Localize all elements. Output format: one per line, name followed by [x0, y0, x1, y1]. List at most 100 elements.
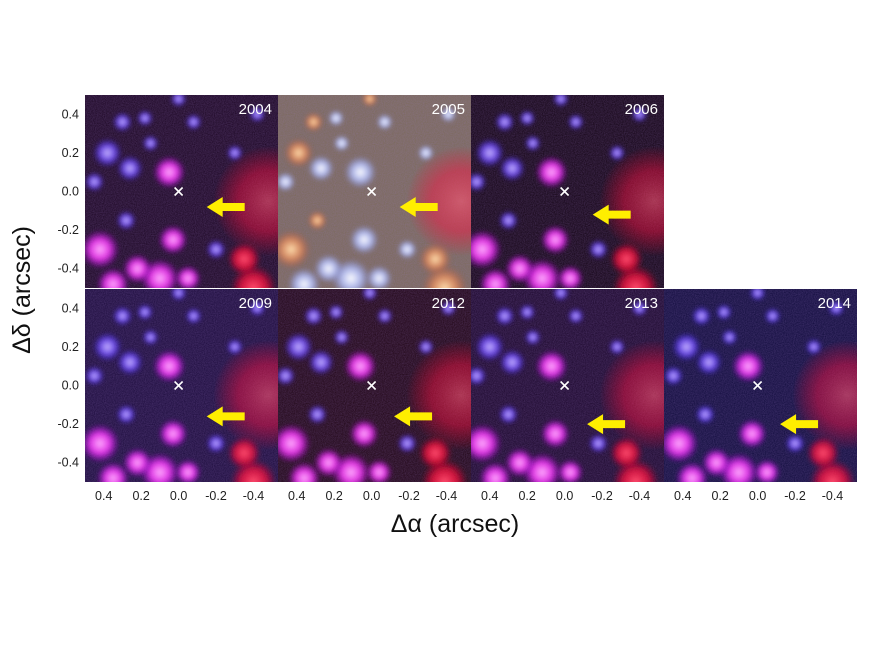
star: [696, 349, 722, 376]
star: [85, 230, 120, 269]
panel-year-label: 2005: [432, 101, 465, 118]
star: [631, 300, 648, 317]
star: [284, 332, 313, 362]
star: [85, 172, 104, 192]
cross-marker-icon: [560, 380, 570, 391]
star: [366, 459, 392, 482]
arrow-left-icon: [206, 406, 245, 427]
star: [284, 138, 313, 168]
star: [333, 135, 350, 152]
star: [422, 265, 468, 288]
star: [307, 404, 327, 425]
panel-grid: 2004 2005 2006 2009 2012 2013 2014: [85, 95, 857, 482]
arrow-left-icon: [394, 406, 433, 427]
star: [303, 112, 324, 132]
star: [475, 138, 505, 168]
star: [810, 459, 855, 482]
star: [278, 172, 296, 192]
star: [785, 433, 805, 453]
star: [805, 338, 822, 355]
star: [361, 95, 378, 107]
panel-year-label: 2012: [432, 295, 465, 312]
star: [397, 433, 417, 453]
arrow-left-icon: [399, 196, 438, 217]
star: [328, 304, 345, 321]
y-tick-label: 0.2: [62, 340, 79, 354]
panel-year-label: 2014: [818, 295, 851, 312]
star: [535, 156, 568, 189]
star: [557, 265, 584, 288]
star: [278, 366, 296, 386]
star: [440, 300, 457, 317]
star: [288, 268, 321, 288]
star: [440, 106, 457, 123]
star: [552, 289, 569, 301]
x-tick-label: 0.2: [518, 489, 535, 503]
star: [471, 172, 487, 192]
star: [499, 155, 525, 182]
x-tick-label: 0.4: [95, 489, 112, 503]
y-tick-label: -0.4: [57, 456, 79, 470]
star: [695, 404, 715, 425]
panel-2013: 2013: [471, 289, 664, 482]
star: [278, 424, 311, 463]
star: [85, 424, 120, 463]
cross-marker-icon: [367, 186, 377, 197]
star: [475, 332, 505, 362]
star: [349, 225, 379, 255]
x-tick-label: 0.0: [170, 489, 187, 503]
star: [676, 462, 709, 482]
y-axis-tick-labels: 0.4 0.2 0.0 -0.2 -0.4 0.4 0.2 0.0 -0.2 -0.4: [57, 107, 79, 469]
star: [498, 404, 519, 425]
x-tick-label: -0.2: [205, 489, 227, 503]
panel-2004: 2004: [85, 95, 278, 288]
star: [505, 254, 535, 284]
star: [519, 110, 536, 127]
panel-glow: [213, 340, 278, 451]
star: [303, 306, 324, 326]
star: [376, 308, 393, 325]
star: [479, 462, 512, 482]
cross-marker-icon: [560, 186, 570, 197]
star: [153, 156, 186, 189]
star: [557, 459, 584, 482]
cross-marker-icon: [174, 186, 184, 197]
star: [417, 144, 434, 161]
star: [524, 329, 541, 346]
panel-glow: [406, 340, 471, 451]
star: [97, 462, 130, 482]
star: [123, 254, 152, 284]
star: [307, 210, 327, 231]
panel-2005: 2005: [278, 95, 471, 288]
star: [175, 265, 201, 288]
y-tick-label: -0.4: [57, 262, 79, 276]
panel-2009: 2009: [85, 289, 278, 482]
panel-2012: 2012: [278, 289, 471, 482]
star: [288, 462, 321, 482]
star: [754, 459, 780, 482]
star: [361, 289, 378, 301]
star: [231, 459, 276, 482]
star: [308, 155, 334, 182]
star: [231, 265, 276, 288]
star: [349, 419, 379, 449]
panel-year-label: 2006: [625, 101, 658, 118]
x-tick-label: -0.4: [629, 489, 651, 503]
panel-glow: [406, 146, 471, 257]
star: [721, 329, 738, 346]
star: [185, 114, 202, 131]
star: [715, 304, 732, 321]
cross-marker-icon: [367, 380, 377, 391]
star: [540, 419, 570, 449]
star: [93, 332, 122, 362]
star: [397, 239, 417, 259]
panel-2014: 2014: [664, 289, 857, 482]
star: [471, 366, 487, 386]
star: [524, 135, 541, 152]
star: [567, 114, 584, 131]
star: [749, 289, 766, 301]
cross-marker-icon: [753, 380, 763, 391]
star: [519, 304, 536, 321]
star: [142, 329, 159, 346]
star: [328, 110, 345, 127]
